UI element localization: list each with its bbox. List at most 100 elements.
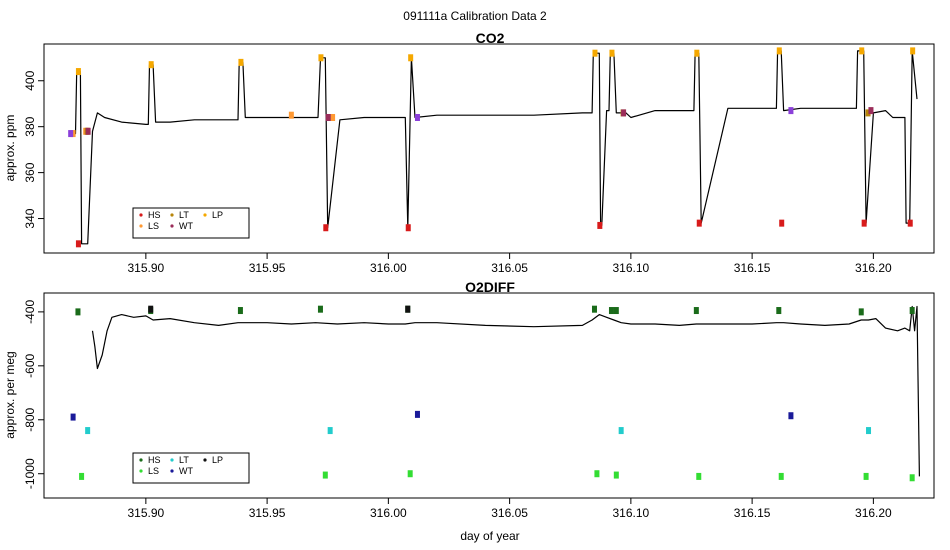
co2-y-tick-label: 400 <box>23 70 37 90</box>
o2diff-x-tick-label: 315.90 <box>128 506 165 520</box>
o2diff-marker-hs <box>608 307 614 315</box>
co2-legend-label: LS <box>148 221 159 231</box>
co2-y-tick-label: 340 <box>23 208 37 228</box>
co2-marker-hs <box>779 219 785 227</box>
o2diff-marker-wt <box>70 413 76 421</box>
o2diff-x-tick-label: 316.20 <box>855 506 892 520</box>
co2-y-axis-label: approx. ppm <box>3 115 17 182</box>
co2-panel: CO2 approx. ppm 315.90 315.95 316.00 316.05… <box>3 30 935 275</box>
co2-panel-title: CO2 <box>476 30 505 46</box>
co2-marker-hs <box>323 224 329 232</box>
o2diff-y-tick-label: -1000 <box>23 458 37 489</box>
co2-marker-ls <box>288 111 294 119</box>
co2-marker-lp <box>609 49 615 57</box>
o2diff-legend-label: LT <box>179 455 189 465</box>
co2-x-tick-label: 316.05 <box>491 261 528 275</box>
co2-marker-calibration <box>68 130 74 138</box>
o2diff-panel-title: O2DIFF <box>465 279 515 295</box>
co2-marker-lp <box>694 49 700 57</box>
co2-legend-label: LT <box>179 210 189 220</box>
o2diff-marker-ls <box>863 472 869 480</box>
o2diff-y-ticks: -1000 -800 -600 -400 <box>23 300 44 489</box>
co2-marker-wt <box>85 127 91 135</box>
co2-legend-label: WT <box>179 221 193 231</box>
co2-marker-hs <box>861 219 867 227</box>
o2diff-marker-ls <box>613 471 619 479</box>
co2-marker-hs <box>405 224 411 232</box>
co2-y-tick-label: 380 <box>23 116 37 136</box>
o2diff-marker-hs <box>776 307 782 315</box>
o2diff-legend-label: WT <box>179 466 193 476</box>
o2diff-marker-ls <box>909 474 915 482</box>
co2-x-tick-label: 315.90 <box>128 261 165 275</box>
o2diff-marker-hs <box>909 307 915 315</box>
co2-marker-hs <box>696 219 702 227</box>
o2diff-marker-ls <box>594 470 600 478</box>
o2diff-trace-line <box>91 305 920 477</box>
co2-legend-label: LP <box>212 210 223 220</box>
co2-legend-label: HS <box>148 210 161 220</box>
o2diff-legend-swatch <box>170 458 174 462</box>
co2-legend-swatch <box>203 213 207 217</box>
co2-marker-lp <box>776 47 782 55</box>
o2diff-legend-box <box>132 452 250 484</box>
o2diff-marker-lt <box>866 427 872 435</box>
o2diff-plot-frame <box>43 292 935 499</box>
o2diff-y-tick-label: -800 <box>23 407 37 431</box>
o2diff-marker-ls <box>407 470 413 478</box>
o2diff-panel: O2DIFF approx. per meg 315.90 315.95 316.0… <box>3 279 935 520</box>
co2-legend-swatch <box>139 213 143 217</box>
o2diff-marker-ls <box>322 471 328 479</box>
o2diff-marker-lp <box>148 305 154 313</box>
co2-legend-box <box>132 207 250 239</box>
co2-x-tick-label: 316.20 <box>855 261 892 275</box>
co2-marker-lp <box>148 61 154 69</box>
co2-y-tick-label: 360 <box>23 162 37 182</box>
o2diff-series <box>70 305 920 482</box>
o2diff-marker-hs <box>858 308 864 316</box>
co2-marker-lt <box>865 109 871 117</box>
co2-marker-lp <box>592 49 598 57</box>
o2diff-legend-swatch <box>203 458 207 462</box>
co2-plot-frame <box>43 43 935 254</box>
o2diff-marker-lt <box>618 427 624 435</box>
co2-x-tick-label: 316.15 <box>734 261 771 275</box>
o2diff-x-tick-label: 316.00 <box>370 506 407 520</box>
co2-marker-hs <box>75 240 81 248</box>
co2-marker-wt <box>868 107 874 115</box>
o2diff-marker-hs <box>317 305 323 313</box>
co2-marker-ls <box>330 113 336 121</box>
x-axis-label: day of year <box>460 529 519 543</box>
co2-marker-lp <box>408 54 414 62</box>
o2diff-y-tick-label: -600 <box>23 354 37 378</box>
co2-x-tick-label: 316.00 <box>370 261 407 275</box>
co2-x-tick-label: 315.95 <box>249 261 286 275</box>
o2diff-marker-hs <box>237 307 243 315</box>
o2diff-x-tick-label: 315.95 <box>249 506 286 520</box>
o2diff-legend-label: LS <box>148 466 159 476</box>
co2-series <box>68 47 918 248</box>
co2-x-ticks: 315.90 315.95 316.00 316.05 316.10 316.15 316.… <box>128 253 892 275</box>
co2-marker-hs <box>597 221 603 229</box>
o2diff-y-tick-label: -400 <box>23 300 37 324</box>
o2diff-marker-hs <box>591 305 597 313</box>
co2-legend-swatch <box>170 224 174 228</box>
co2-x-tick-label: 316.10 <box>613 261 650 275</box>
o2diff-marker-wt <box>788 412 794 420</box>
figure-title: 091111a Calibration Data 2 <box>403 9 547 23</box>
co2-marker-lp <box>859 47 865 55</box>
co2-marker-lp <box>238 58 244 66</box>
o2diff-legend-label: LP <box>212 455 223 465</box>
o2diff-legend-swatch <box>139 458 143 462</box>
o2diff-legend-swatch <box>170 469 174 473</box>
o2diff-marker-lp <box>405 305 411 313</box>
o2diff-x-ticks: 315.90 315.95 316.00 316.05 316.10 316.15 316.… <box>128 498 892 520</box>
o2diff-marker-hs <box>613 307 619 315</box>
o2diff-marker-hs <box>693 307 699 315</box>
o2diff-marker-lt <box>85 427 91 435</box>
o2diff-x-tick-label: 316.05 <box>491 506 528 520</box>
co2-marker-lp <box>910 47 916 55</box>
